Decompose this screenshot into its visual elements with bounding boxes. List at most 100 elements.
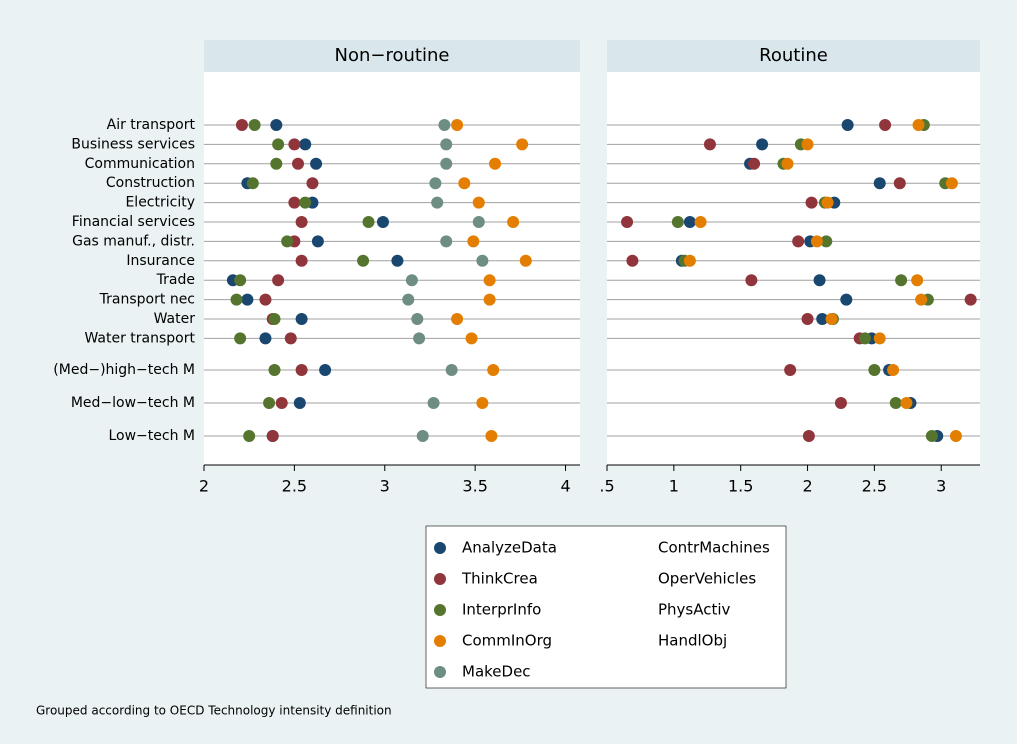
- dot: [911, 274, 924, 287]
- dot: [801, 313, 814, 325]
- dot: [235, 119, 248, 131]
- x-tick-label: .5: [599, 477, 614, 496]
- dot: [293, 397, 306, 409]
- dot: [893, 177, 906, 190]
- panel-header: [204, 40, 580, 72]
- category-label: Air transport: [107, 117, 196, 133]
- dot: [820, 235, 833, 248]
- dot: [288, 138, 301, 151]
- x-tick-label: 3: [936, 477, 946, 496]
- x-tick-label: 2.5: [862, 477, 887, 496]
- panel-header: [607, 40, 980, 72]
- dot: [263, 397, 276, 409]
- x-tick-label: 3.5: [462, 477, 487, 496]
- dot: [516, 138, 529, 151]
- panel-title: Non−routine: [335, 45, 450, 66]
- dot: [416, 430, 429, 442]
- dot: [519, 254, 532, 267]
- dot: [438, 119, 451, 131]
- category-label: Gas manuf., distr.: [72, 233, 195, 249]
- dot: [694, 216, 707, 228]
- dot: [440, 157, 453, 170]
- legend-box: [425, 525, 787, 689]
- legend-marker: [434, 573, 446, 585]
- x-tick-label: 1: [669, 477, 679, 496]
- x-tick-label: 1.5: [728, 477, 753, 496]
- dot: [230, 293, 243, 306]
- dot: [873, 332, 886, 345]
- x-tick-label: 4: [560, 477, 570, 496]
- dot: [299, 196, 312, 209]
- dot: [784, 364, 797, 376]
- category-label: Construction: [106, 175, 195, 191]
- dot: [489, 157, 502, 170]
- category-label: Transport nec: [99, 292, 195, 308]
- dot: [259, 293, 272, 306]
- dot: [272, 274, 285, 287]
- dot: [440, 235, 453, 248]
- note: Grouped according to OECD Technology int…: [36, 704, 392, 718]
- dot: [411, 313, 424, 325]
- dot: [745, 274, 758, 287]
- dot: [879, 119, 892, 131]
- dot: [281, 235, 294, 248]
- category-label: Insurance: [126, 253, 195, 269]
- dot: [295, 364, 308, 376]
- category-label: Business services: [71, 136, 195, 152]
- legend-label: ThinkCrea: [461, 570, 538, 588]
- dot: [295, 313, 308, 325]
- category-label: Communication: [85, 156, 195, 172]
- category-label: Financial services: [72, 214, 195, 230]
- dot: [476, 254, 489, 267]
- category-label: Electricity: [125, 195, 195, 211]
- dot: [756, 138, 769, 151]
- dot: [621, 216, 634, 228]
- dot: [792, 235, 805, 248]
- category-label: Low−tech M: [108, 428, 195, 444]
- dot: [248, 119, 261, 131]
- dot: [813, 274, 826, 287]
- dot: [451, 119, 464, 131]
- dot: [802, 430, 815, 442]
- dot: [900, 397, 913, 409]
- legend-marker: [434, 635, 446, 647]
- legend-label: CommInOrg: [462, 632, 552, 650]
- dot: [748, 157, 761, 170]
- dot: [295, 254, 308, 267]
- dot: [440, 138, 453, 151]
- dot: [243, 430, 256, 442]
- dot: [925, 430, 938, 442]
- dot: [483, 274, 496, 287]
- x-tick-label: 3: [380, 477, 390, 496]
- dot: [241, 293, 254, 306]
- dot: [949, 430, 962, 442]
- dot: [413, 332, 426, 345]
- dot: [299, 138, 312, 151]
- category-label: Water transport: [84, 330, 195, 346]
- dot: [485, 430, 498, 442]
- dot: [391, 254, 404, 267]
- dot: [270, 119, 283, 131]
- x-tick-label: 2.5: [282, 477, 307, 496]
- dot: [703, 138, 716, 151]
- category-label: Trade: [156, 272, 195, 288]
- dot: [964, 293, 977, 306]
- category-label: Med−low−tech M: [71, 395, 195, 411]
- dot: [873, 177, 886, 190]
- dot: [429, 177, 442, 190]
- plot-area: [204, 72, 580, 465]
- dot: [825, 313, 838, 325]
- dot: [295, 216, 308, 228]
- dot: [821, 196, 834, 209]
- dot: [234, 274, 247, 287]
- dot: [259, 332, 272, 345]
- dot: [272, 138, 285, 151]
- dot: [362, 216, 375, 228]
- dot: [431, 196, 444, 209]
- dot: [445, 364, 458, 376]
- dot: [810, 235, 823, 248]
- dot: [889, 397, 902, 409]
- dot: [292, 157, 304, 170]
